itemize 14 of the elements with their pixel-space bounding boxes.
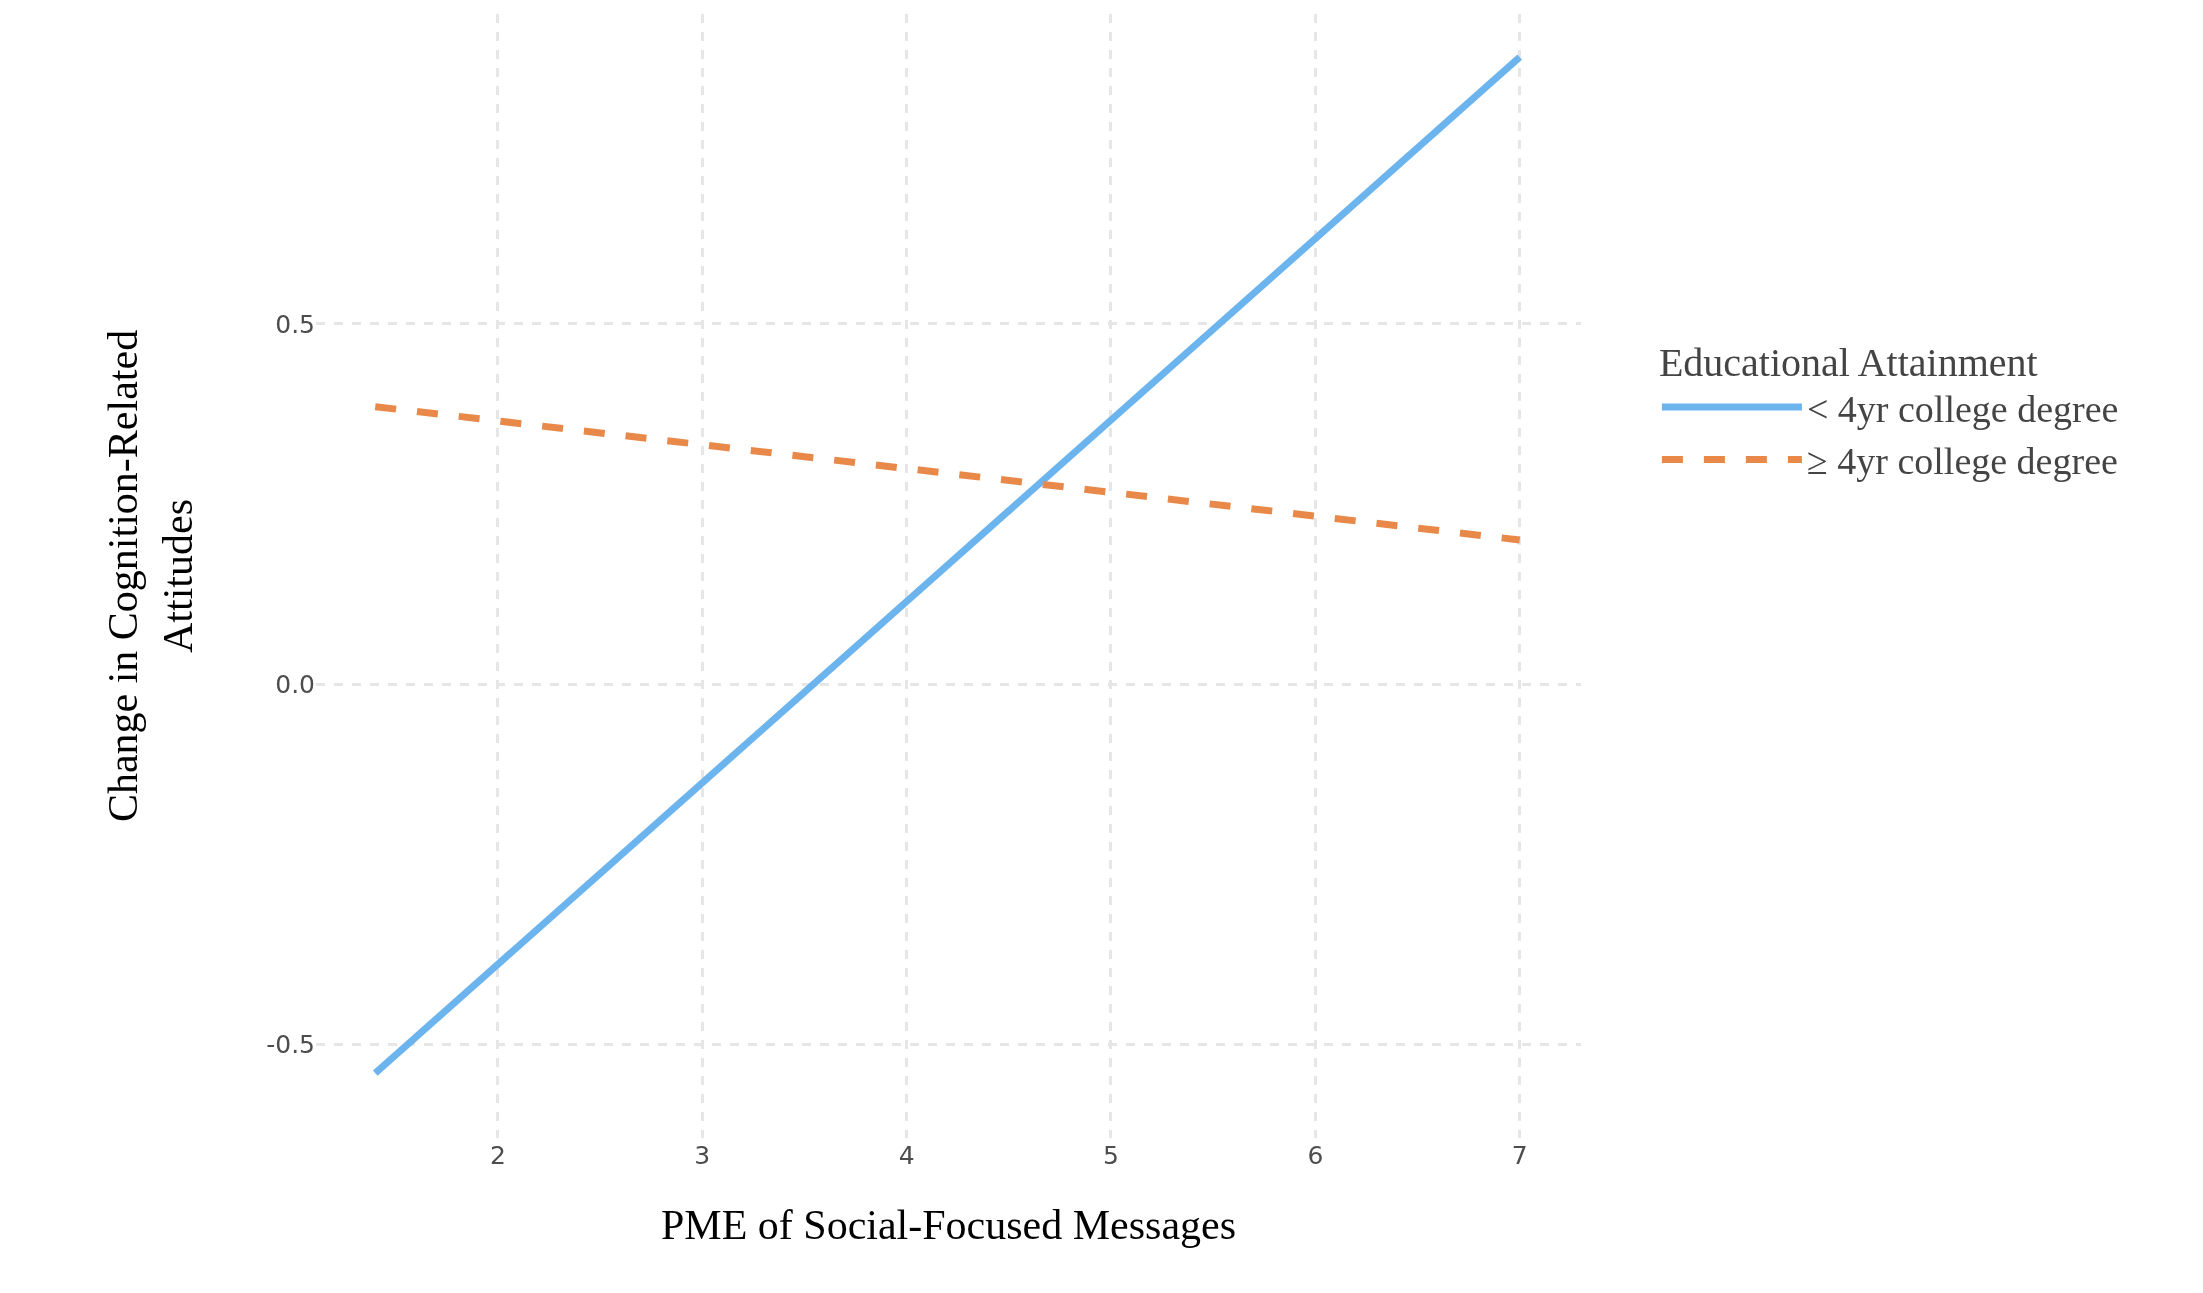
legend-label: < 4yr college degree [1806, 387, 2119, 430]
x-tick-label: 2 [489, 1141, 506, 1170]
x-tick-label: 5 [1103, 1141, 1119, 1170]
y-tick-label: 0.5 [275, 309, 315, 339]
y-axis-title: Change in Cognition-Related Attitudes [100, 329, 202, 823]
x-tick-label: 6 [1307, 1141, 1324, 1170]
y-tick-label: -0.5 [266, 1030, 315, 1060]
legend-title: Educational Attainment [1658, 339, 2038, 385]
x-tick-label: 4 [898, 1141, 915, 1170]
legend-label: ≥ 4yr college degree [1806, 440, 2118, 483]
x-axis-title: PME of Social-Focused Messages [660, 1201, 1237, 1248]
y-tick-label: 0.0 [275, 669, 315, 699]
x-tick-label: 7 [1511, 1141, 1528, 1170]
x-tick-label: 3 [694, 1141, 711, 1170]
